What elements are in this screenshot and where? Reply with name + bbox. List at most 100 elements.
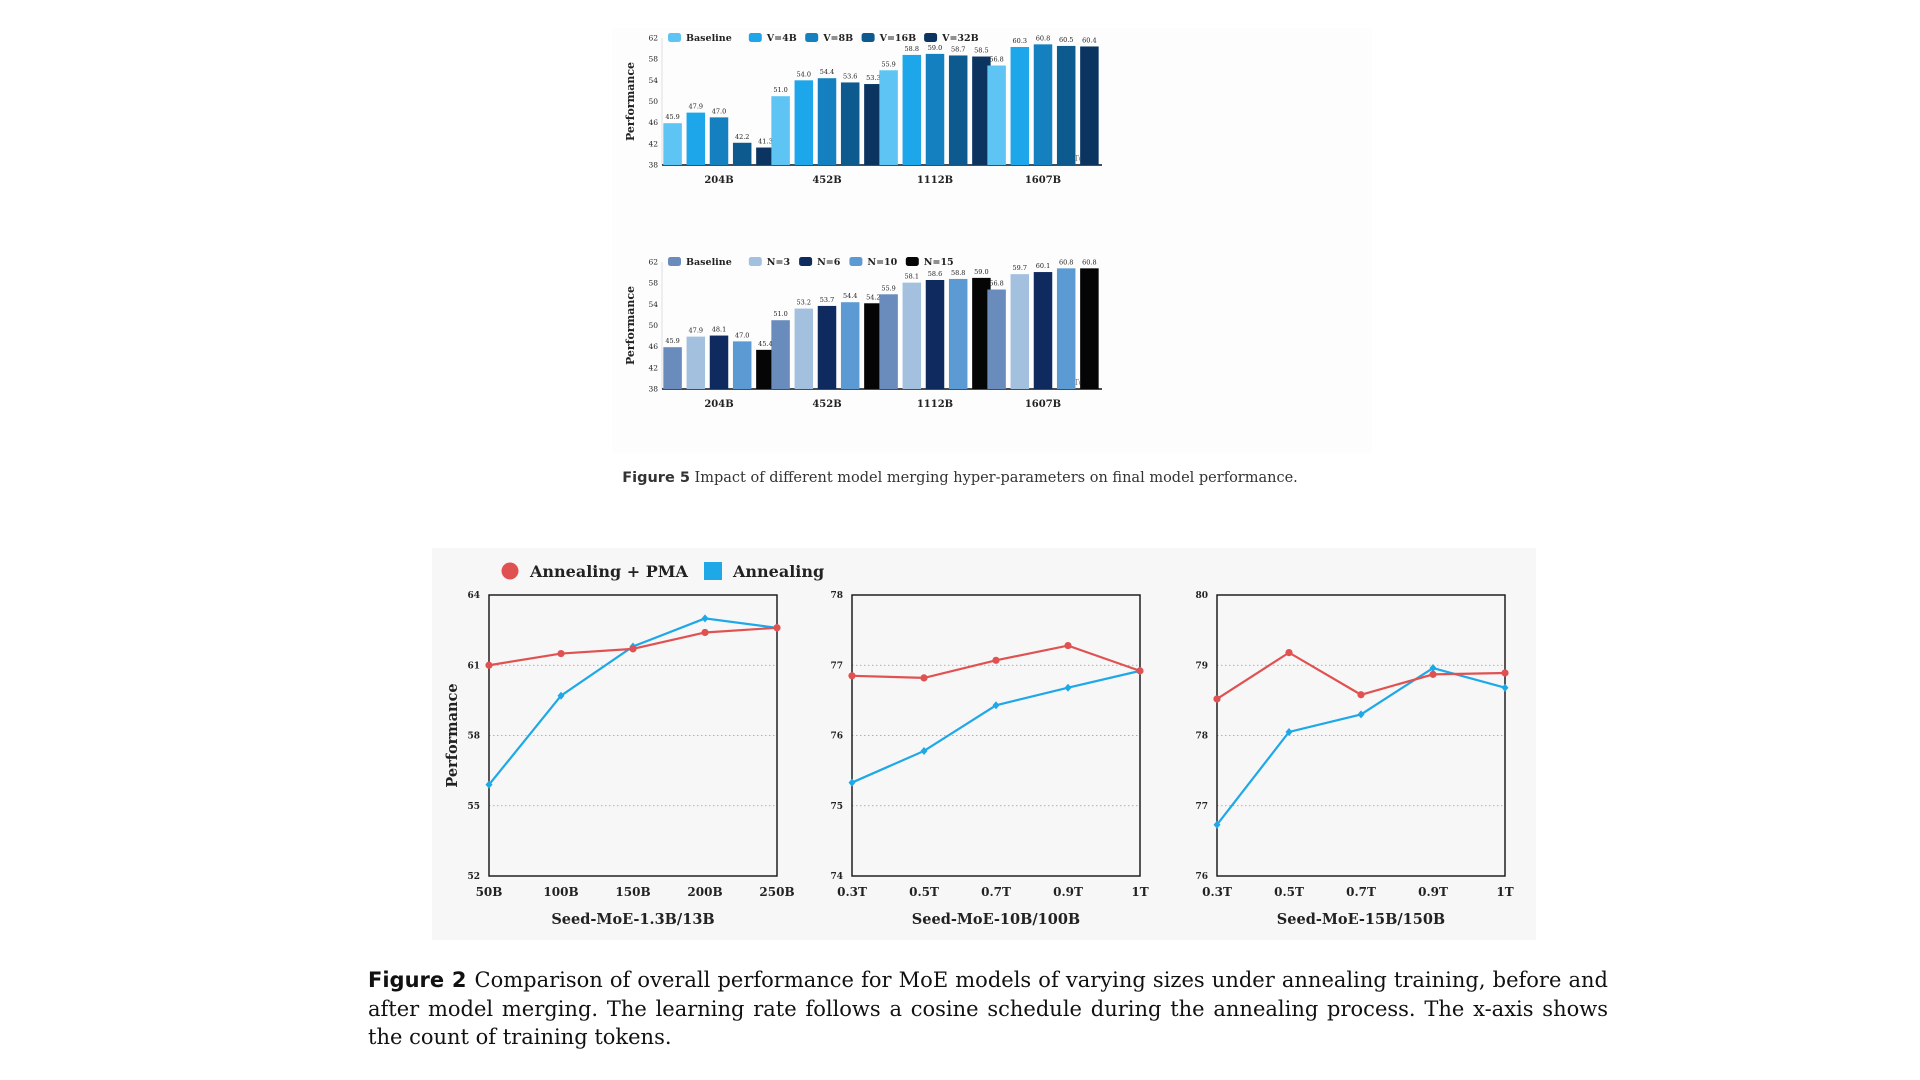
y-tick-label: 78 (830, 591, 843, 601)
x-tick-label: 1607B (1025, 175, 1061, 186)
y-tick-label: 50 (648, 321, 658, 330)
figure5-caption-text: Impact of different model merging hyper-… (694, 470, 1298, 486)
bar-value-label: 45.9 (665, 113, 679, 121)
plot-frame (488, 594, 778, 877)
legend-label: N=10 (867, 257, 897, 268)
bar (1010, 274, 1030, 389)
x-axis-label: Seed-MoE-1.3B/13B (551, 911, 714, 928)
bar (987, 65, 1006, 165)
bar (756, 349, 775, 389)
data-point (1213, 695, 1221, 703)
x-tick-label: 250B (759, 885, 794, 899)
plot-frame (1216, 594, 1506, 877)
bar (1056, 45, 1076, 165)
figure5-bottom-bar-chart: 38424650545862PerformanceTokenBaselineN=… (624, 257, 1102, 410)
bar-value-label: 59.0 (928, 44, 942, 52)
data-point (629, 645, 637, 653)
y-tick-label: 42 (648, 139, 658, 148)
bar-value-label: 56.8 (989, 56, 1003, 64)
figure2-background (432, 548, 1536, 940)
data-point (1429, 670, 1437, 678)
legend-label: N=6 (817, 257, 841, 268)
x-tick-label: 1112B (917, 399, 953, 410)
bar-value-label: 53.7 (820, 296, 834, 304)
y-tick-label: 52 (467, 872, 480, 882)
bar (840, 302, 860, 389)
y-tick-label: 76 (830, 732, 843, 742)
y-tick-label: 79 (1195, 661, 1208, 671)
bar-value-label: 41.3 (758, 138, 772, 146)
data-point (1285, 727, 1293, 736)
bar-value-label: 47.9 (689, 103, 703, 111)
bar-value-label: 56.8 (989, 280, 1003, 288)
bar-value-label: 58.1 (905, 273, 919, 281)
bar (686, 112, 706, 165)
legend-swatch (668, 257, 681, 266)
bar (1080, 268, 1099, 389)
bar (1033, 272, 1053, 389)
bar-value-label: 48.1 (712, 326, 726, 334)
bar (817, 305, 837, 389)
bar-value-label: 58.7 (951, 45, 965, 53)
bar-value-label: 54.4 (843, 292, 857, 300)
data-point (557, 691, 565, 700)
bar (864, 303, 883, 389)
y-tick-label: 54 (648, 300, 658, 309)
x-tick-label: 0.7T (981, 885, 1011, 899)
bar-value-label: 60.4 (1082, 36, 1096, 44)
x-tick-label: 204B (704, 175, 733, 186)
y-tick-label: 74 (830, 872, 843, 882)
y-tick-label: 54 (648, 76, 658, 85)
figure5-top-bar-chart: 38424650545862PerformanceTokenBaselineV=… (624, 33, 1102, 186)
data-point (1213, 820, 1221, 829)
legend-swatch (849, 257, 863, 266)
data-point (1357, 710, 1365, 719)
y-tick-label: 80 (1195, 591, 1208, 601)
bar-value-label: 47.9 (689, 327, 703, 335)
y-tick-label: 78 (1195, 732, 1208, 742)
x-tick-label: 0.3T (1202, 885, 1232, 899)
data-point (848, 778, 856, 787)
x-tick-label: 0.3T (837, 885, 867, 899)
bar (972, 277, 991, 389)
data-point (920, 746, 928, 755)
bar (948, 55, 968, 165)
legend-swatch (924, 33, 938, 42)
bar (756, 147, 775, 165)
legend-label: Annealing (732, 562, 824, 581)
data-point (1285, 649, 1293, 657)
figure5-caption: Figure 5 Impact of different model mergi… (0, 470, 1920, 486)
x-tick-label: 0.5T (1274, 885, 1304, 899)
bar (879, 294, 898, 389)
data-point (1429, 664, 1437, 673)
bar (686, 336, 706, 389)
y-tick-label: 38 (648, 385, 658, 394)
bar (709, 335, 729, 389)
legend-label: N=3 (767, 257, 790, 268)
data-point (920, 674, 928, 682)
bar-value-label: 59.7 (1013, 264, 1027, 272)
bar-value-label: 45.4 (758, 340, 772, 348)
bar-value-label: 60.8 (1059, 258, 1073, 266)
bar (948, 278, 968, 389)
bar (771, 320, 790, 389)
bar (771, 96, 790, 165)
y-tick-label: 64 (467, 591, 480, 601)
x-tick-label: 452B (812, 399, 841, 410)
data-point (701, 614, 709, 623)
data-point (992, 656, 1000, 664)
legend-label: V=4B (766, 33, 797, 44)
bar (663, 347, 682, 389)
bar (794, 80, 814, 165)
bar-value-label: 60.5 (1059, 36, 1073, 44)
bar-value-label: 60.1 (1036, 262, 1050, 270)
x-tick-label: 1112B (917, 175, 953, 186)
data-point (1064, 683, 1072, 692)
y-tick-label: 42 (648, 363, 658, 372)
x-tick-label: 50B (476, 885, 503, 899)
x-tick-label: 0.5T (909, 885, 939, 899)
x-tick-label: 1T (1496, 885, 1513, 899)
x-axis-label: Seed-MoE-15B/150B (1277, 911, 1445, 928)
bar (663, 123, 682, 165)
bar (925, 279, 945, 389)
